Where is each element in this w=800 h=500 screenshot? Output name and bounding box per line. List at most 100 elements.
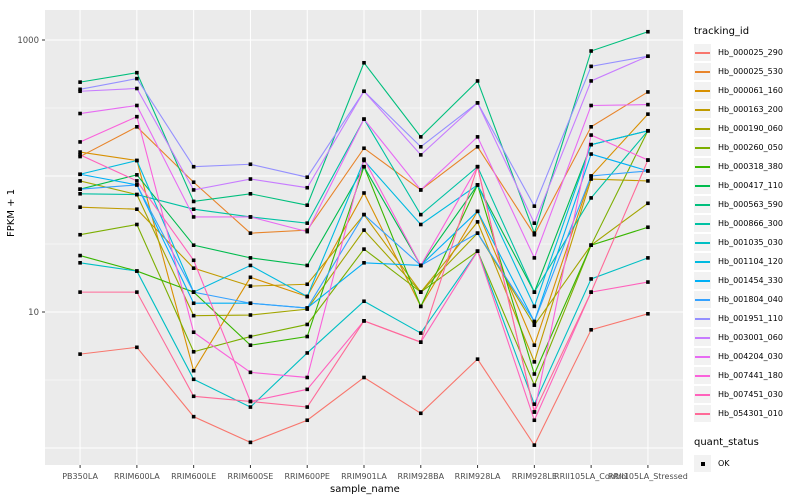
legend-label: Hb_007451_030 [718,390,783,399]
data-point [589,103,593,108]
data-point [532,418,537,423]
data-point [646,201,650,206]
x-tick-label: PB350LA [62,472,98,481]
legend-item-Hb_000163_200: Hb_000163_200 [694,100,800,119]
x-tick-label: RRIM928BA [397,472,444,481]
data-point [135,86,139,91]
legend-item-Hb_007441_180: Hb_007441_180 [694,366,800,385]
data-point [532,304,537,309]
data-point [248,334,253,339]
data-point [589,243,593,247]
data-point [248,399,253,404]
data-point [135,192,139,197]
legend-label: Hb_004204_030 [718,352,783,361]
data-point [248,177,253,181]
data-point [418,212,423,217]
data-point [78,140,82,144]
data-point [135,207,139,212]
data-point [191,414,196,419]
legend-key-swatch [694,291,711,308]
legend-label: Hb_000025_530 [718,67,783,76]
data-point [78,179,82,183]
x-tick-label: RRIM600PE [284,472,330,481]
legend-label: Hb_000866_300 [718,219,783,228]
legend-label-ok: OK [718,459,730,468]
data-point [78,87,82,92]
legend-tracking-items: Hb_000025_290 Hb_000025_530 Hb_000061_160 H… [694,43,800,423]
x-tick-label: RRII105LA_Control [554,472,628,481]
data-point [191,368,196,373]
data-point [532,372,537,376]
data-point [475,164,480,169]
legend-line-icon [695,261,710,263]
data-point [418,153,423,157]
data-point [305,282,310,287]
data-point [305,229,310,234]
data-point [532,410,537,414]
data-point [248,440,253,445]
data-point [418,304,423,309]
data-point [191,349,196,354]
legend-key-swatch [694,310,711,327]
x-axis-title: sample_name [330,484,400,495]
legend-item-Hb_000563_590: Hb_000563_590 [694,195,800,214]
data-point [191,377,196,382]
legend-item-Hb_001454_330: Hb_001454_330 [694,271,800,290]
data-point [589,125,593,129]
legend-key-swatch [694,329,711,346]
legend-key-swatch [694,101,711,118]
data-point [418,222,423,227]
data-point [78,172,82,177]
data-point [248,301,253,306]
legend-item-Hb_004204_030: Hb_004204_030 [694,347,800,366]
legend-key-swatch [694,386,711,403]
data-point [248,256,253,260]
legend-label: Hb_000563_590 [718,200,783,209]
y-tick-label: 10 [28,308,39,318]
legend-label: Hb_001951_110 [718,314,783,323]
legend-key-swatch [694,120,711,137]
data-point [362,261,366,265]
legend-item-Hb_000025_290: Hb_000025_290 [694,43,800,62]
data-point [475,231,480,235]
data-point [248,313,253,317]
legend-key-swatch [694,82,711,99]
data-point [191,164,196,169]
data-point [305,387,310,392]
x-tick-label: RRIM928LA [455,472,501,481]
legend-label: Hb_001035_030 [718,238,783,247]
legend-key-swatch [694,234,711,251]
data-point [475,209,480,214]
data-point [418,290,423,294]
legend-label: Hb_001804_040 [718,295,783,304]
data-point [589,174,593,178]
data-point [191,188,196,192]
data-point [248,284,253,288]
data-point [532,323,537,327]
legend-item-Hb_007451_030: Hb_007451_030 [694,385,800,404]
legend-line-icon [695,375,710,377]
data-point [248,162,253,167]
data-point [305,334,310,339]
legend-title-tracking-id: tracking_id [694,26,750,37]
data-point [532,204,537,208]
data-point [191,394,196,399]
data-point [191,207,196,212]
data-point [532,231,537,235]
legend: tracking_id Hb_000025_290 Hb_000025_530 Hb… [694,26,800,473]
ok-point-icon [700,461,705,466]
data-point [135,222,139,227]
legend-item-Hb_000866_300: Hb_000866_300 [694,214,800,233]
data-point [248,343,253,348]
legend-item-Hb_001804_040: Hb_001804_040 [694,290,800,309]
legend-label: Hb_000190_060 [718,124,783,133]
data-point [191,313,196,318]
data-point [646,169,650,173]
data-point [475,220,480,224]
legend-title-quant-status: quant_status [694,437,759,448]
data-point [78,111,82,116]
data-point [248,275,253,280]
data-point [362,247,366,251]
